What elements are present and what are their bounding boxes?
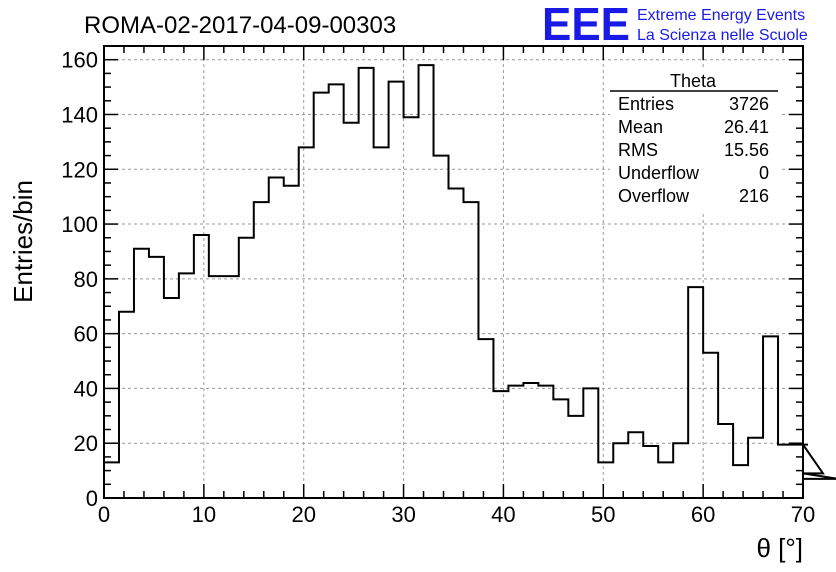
histogram-bin	[299, 147, 314, 498]
histogram-bin	[613, 443, 628, 498]
y-tick-label: 120	[61, 157, 98, 182]
logo-mark: EEE	[542, 0, 630, 50]
stats-row-rms: RMS 15.56	[618, 140, 769, 160]
histogram-bin	[703, 353, 718, 498]
stats-row-mean: Mean 26.41	[618, 117, 769, 137]
histogram-bin	[329, 84, 344, 498]
histogram-bin	[523, 383, 538, 498]
histogram-bin	[269, 177, 284, 498]
histogram-bin	[224, 276, 239, 498]
stats-value: 3726	[729, 94, 769, 114]
y-tick-label: 80	[74, 267, 98, 292]
histogram-bin	[344, 123, 359, 498]
histogram-bin	[134, 249, 149, 498]
logo-line2: La Scienza nelle Scuole	[637, 27, 808, 44]
histogram-bin	[628, 432, 643, 498]
x-tick-label: 30	[391, 502, 415, 527]
x-tick-label: 60	[691, 502, 715, 527]
histogram-bin	[239, 238, 254, 498]
histogram-bin	[389, 82, 404, 498]
histogram-outline	[104, 64, 836, 480]
histogram-bin	[748, 438, 763, 498]
histogram-bin	[149, 257, 164, 498]
stats-label: Underflow	[618, 163, 700, 183]
histogram-bin	[508, 386, 523, 498]
histogram-bin	[314, 93, 329, 498]
histogram-bin	[688, 287, 703, 498]
plot-frame	[103, 45, 804, 499]
stats-label: Mean	[618, 117, 663, 137]
stats-box-title: Theta	[670, 71, 717, 91]
histogram-bin	[673, 443, 688, 498]
x-tick-label: 20	[291, 502, 315, 527]
x-tick-label: 40	[491, 502, 515, 527]
y-tick-label: 40	[74, 376, 98, 401]
y-axis-title: Entries/bin	[8, 180, 38, 303]
stats-row-entries: Entries 3726	[618, 94, 769, 114]
histogram-bin	[164, 298, 179, 498]
histogram-bin	[568, 416, 583, 498]
histogram-bin	[658, 462, 673, 498]
histogram-bin	[718, 424, 733, 498]
y-tick-label: 60	[74, 322, 98, 347]
histogram-bin	[553, 399, 568, 498]
x-tick-label: 70	[791, 502, 815, 527]
stats-label: Overflow	[618, 186, 690, 206]
stats-box-background	[610, 70, 780, 212]
histogram-bin	[119, 312, 134, 498]
histogram-bin	[209, 276, 224, 498]
histogram-bin	[374, 147, 389, 498]
x-tick-label: 50	[591, 502, 615, 527]
y-tick-label: 100	[61, 212, 98, 237]
histogram-bin	[449, 188, 464, 498]
histogram-bin	[404, 117, 419, 498]
eee-logo: EEE Extreme Energy Events La Scienza nel…	[542, 0, 808, 50]
stats-label: RMS	[618, 140, 658, 160]
histogram-bin	[538, 386, 553, 498]
histogram-bin	[583, 388, 598, 498]
y-tick-label: 160	[61, 48, 98, 73]
histogram-bin	[359, 68, 374, 498]
stats-row-overflow: Overflow 216	[618, 186, 769, 206]
stats-value: 216	[739, 186, 769, 206]
histogram-bin	[763, 336, 778, 498]
grid-lines	[104, 46, 803, 498]
x-tick-label: 10	[192, 502, 216, 527]
x-tick-label: 0	[98, 502, 110, 527]
tick-labels: 0 10 20 30 40 50 60 70 0 20 40 60 80 100 120 140 160	[61, 48, 815, 527]
histogram-bin	[419, 65, 434, 498]
stats-box: Theta Entries 3726 Mean 26.41 RMS 15.56 …	[610, 70, 780, 212]
stats-value: 26.41	[724, 117, 769, 137]
histogram-bin	[778, 445, 793, 498]
histogram-bin	[284, 186, 299, 498]
histogram-bin	[254, 202, 269, 498]
chart-title: ROMA-02-2017-04-09-00303	[84, 12, 396, 39]
histogram-bin	[598, 462, 613, 498]
histogram-bin	[463, 202, 478, 498]
y-tick-label: 0	[86, 486, 98, 511]
histogram-bin	[434, 156, 449, 498]
histogram-bin	[733, 465, 748, 498]
stats-value: 0	[759, 163, 769, 183]
histogram-series	[104, 64, 836, 498]
histogram-bin	[643, 446, 658, 498]
histogram-bin	[179, 273, 194, 498]
histogram-bin	[493, 391, 508, 498]
stats-value: 15.56	[724, 140, 769, 160]
y-tick-label: 140	[61, 102, 98, 127]
histogram-bin	[194, 235, 209, 498]
stats-label: Entries	[618, 94, 674, 114]
histogram-bin	[478, 339, 493, 498]
x-axis-title: θ [°]	[756, 533, 803, 563]
stats-row-underflow: Underflow 0	[618, 163, 769, 183]
logo-line1: Extreme Energy Events	[637, 7, 805, 24]
axes	[103, 45, 804, 499]
y-tick-label: 20	[74, 431, 98, 456]
histogram-bin	[104, 462, 119, 498]
